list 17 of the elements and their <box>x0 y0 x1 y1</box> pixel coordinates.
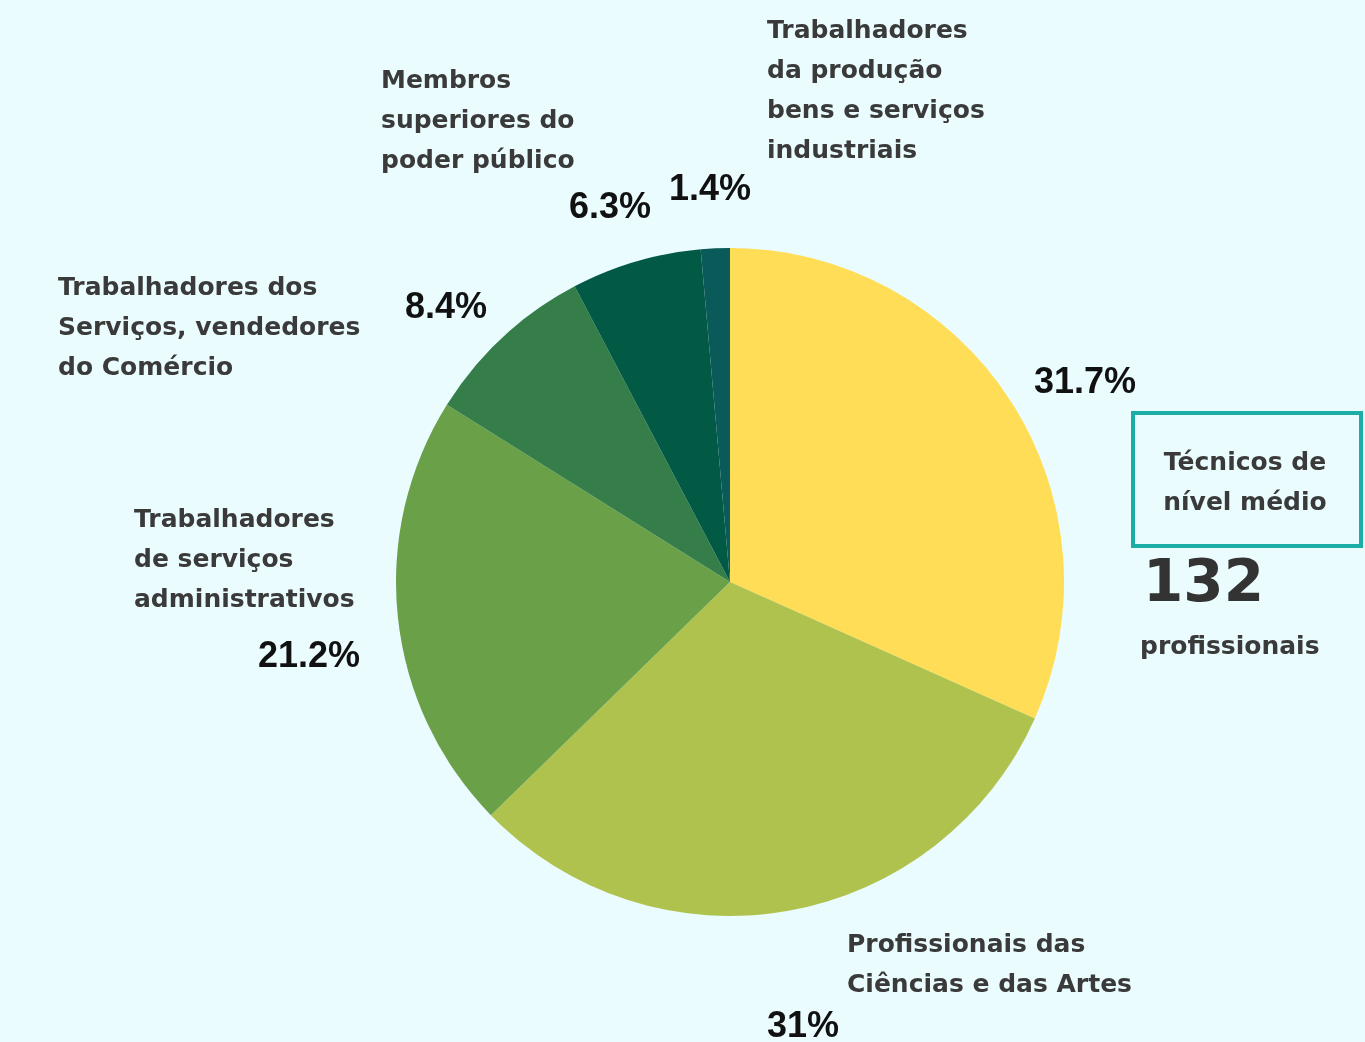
slice-label: Profissionais das Ciências e das Artes <box>847 929 1132 998</box>
slice-label: Trabalhadores dos Serviços, vendedores do Comércio <box>58 272 361 381</box>
text: 132 <box>1143 547 1265 616</box>
data-label: 8.4% <box>404 284 488 326</box>
data-label: 31% <box>766 1003 840 1042</box>
slice-label: Trabalhadores de serviços administrativos <box>134 504 355 613</box>
slice-label: Trabalhadores da produção bens e serviços industriais <box>767 15 985 164</box>
data-label: 21.2% <box>257 633 361 675</box>
data-label: 6.3% <box>568 184 652 226</box>
pie-slice <box>396 404 730 816</box>
slice-label: Membros superiores do poder público <box>381 65 575 174</box>
data-label: 31.7% <box>1033 359 1137 401</box>
slice-label: Técnicos de nível médio <box>1163 447 1327 516</box>
data-label: 1.4% <box>668 166 752 208</box>
text: profissionais <box>1140 631 1320 660</box>
pie-slice <box>574 249 730 582</box>
pie-slice <box>490 582 1035 916</box>
